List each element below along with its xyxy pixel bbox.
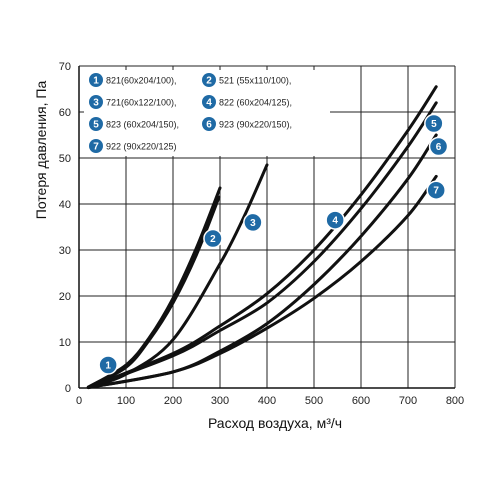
curve-badge-number: 7 bbox=[433, 186, 439, 197]
curve-badge-number: 6 bbox=[436, 142, 442, 153]
x-tick-label: 800 bbox=[446, 395, 464, 407]
x-tick-label: 700 bbox=[399, 395, 417, 407]
legend: 1 821(60x204/100), 2 521 (55x110/100), 3 721(… bbox=[84, 70, 330, 156]
legend-badge-number: 2 bbox=[206, 76, 212, 87]
curve-badge-6 bbox=[428, 136, 449, 157]
legend-label-6: 923 (90x220/150), bbox=[219, 120, 292, 130]
x-tick-labels: 0 100 200 300 400 500 600 700 800 bbox=[76, 395, 464, 407]
curve-badge-number: 5 bbox=[431, 119, 437, 130]
legend-badge-number: 6 bbox=[206, 120, 212, 131]
legend-label-5: 823 (60x204/150), bbox=[106, 120, 179, 130]
series-line-7 bbox=[86, 174, 438, 390]
legend-label-1: 821(60x204/100), bbox=[106, 76, 177, 86]
legend-badge-2 bbox=[202, 73, 216, 87]
y-tick-label: 40 bbox=[59, 199, 71, 211]
legend-badge-number: 3 bbox=[93, 98, 99, 109]
x-tick-label: 0 bbox=[76, 395, 82, 407]
curve-badge-5 bbox=[424, 113, 444, 134]
legend-badge-number: 5 bbox=[93, 120, 99, 131]
legend-label-2: 521 (55x110/100), bbox=[219, 76, 291, 86]
legend-label-4: 822 (60x204/125), bbox=[219, 98, 292, 108]
x-tick-label: 300 bbox=[211, 395, 229, 407]
curve-badge-7 bbox=[426, 180, 446, 200]
series-line-1 bbox=[86, 195, 221, 389]
x-tick-label: 400 bbox=[258, 395, 276, 407]
series-line-5 bbox=[86, 101, 438, 390]
legend-badge-5 bbox=[89, 117, 103, 131]
legend-badge-3 bbox=[89, 95, 103, 109]
curve-badge-number: 1 bbox=[105, 361, 111, 372]
curve-badge-number: 3 bbox=[250, 218, 256, 229]
x-tick-label: 200 bbox=[164, 395, 182, 407]
curve-badges: 1 2 3 4 5 6 7 bbox=[98, 113, 449, 375]
x-axis-title: Расход воздуха, м³/ч bbox=[208, 415, 342, 431]
legend-badge-6 bbox=[202, 117, 216, 131]
curve-badge-1 bbox=[98, 355, 118, 375]
legend-badge-7 bbox=[89, 139, 103, 153]
x-tick-label: 600 bbox=[352, 395, 370, 407]
legend-badge-number: 1 bbox=[93, 76, 99, 87]
y-tick-label: 10 bbox=[59, 337, 71, 349]
y-axis-title: Потеря давления, Па bbox=[33, 81, 49, 220]
curve-badge-3 bbox=[243, 212, 263, 233]
legend-label-7: 922 (90x220/125) bbox=[106, 142, 177, 152]
x-tick-label: 100 bbox=[117, 395, 135, 407]
y-tick-labels: 0 10 20 30 40 50 60 70 bbox=[59, 61, 71, 395]
legend-badge-number: 4 bbox=[206, 98, 212, 109]
data-lines bbox=[86, 85, 438, 390]
curve-badge-number: 4 bbox=[332, 216, 338, 227]
series-line-4 bbox=[86, 85, 438, 390]
axes bbox=[78, 66, 455, 389]
y-tick-label: 30 bbox=[59, 245, 71, 257]
legend-badge-number: 7 bbox=[93, 142, 99, 153]
legend-badge-1 bbox=[89, 73, 103, 87]
legend-badge-4 bbox=[202, 95, 216, 109]
curve-badge-4 bbox=[325, 210, 345, 230]
legend-label-3: 721(60x122/100), bbox=[106, 98, 177, 108]
curve-badge-number: 2 bbox=[210, 234, 216, 245]
curve-badge-2 bbox=[203, 228, 223, 249]
y-tick-label: 20 bbox=[59, 291, 71, 303]
x-tick-label: 500 bbox=[305, 395, 323, 407]
y-tick-label: 60 bbox=[59, 107, 71, 119]
series-line-2 bbox=[86, 186, 222, 389]
y-tick-label: 50 bbox=[59, 153, 71, 165]
y-tick-label: 0 bbox=[65, 383, 71, 395]
y-tick-label: 70 bbox=[59, 61, 71, 73]
